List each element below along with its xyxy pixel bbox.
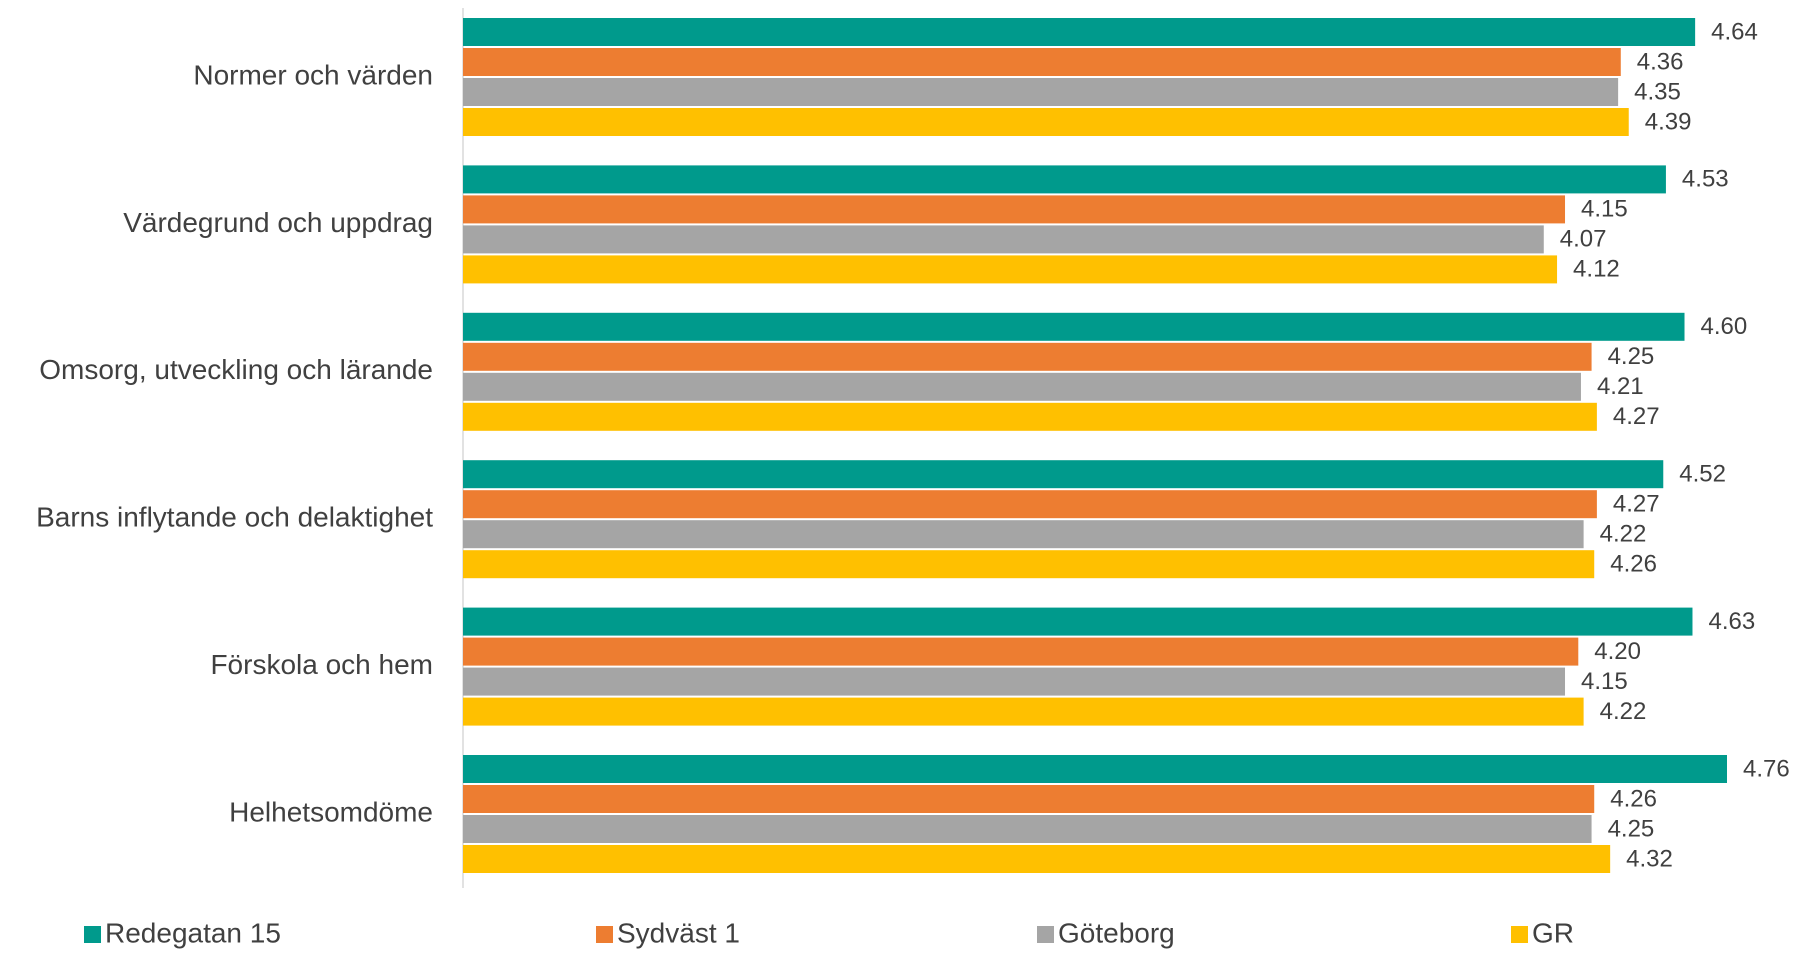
- data-label-gr-vardegrund-och-uppdrag: 4.12: [1573, 256, 1620, 283]
- category-label-forskola-och-hem: Förskola och hem: [210, 649, 433, 680]
- data-label-sydvast-1-helhetsomdome: 4.26: [1610, 785, 1657, 812]
- data-label-redegatan-15-helhetsomdome: 4.76: [1743, 755, 1790, 782]
- bar-gr-omsorg-utveckling-och-larande: [463, 402, 1597, 431]
- legend-label-gr: GR: [1532, 917, 1574, 948]
- bar-sydvast-1-omsorg-utveckling-och-larande: [463, 342, 1592, 371]
- data-label-redegatan-15-omsorg-utveckling-och-larande: 4.60: [1701, 313, 1748, 340]
- data-label-goteborg-helhetsomdome: 4.25: [1608, 815, 1655, 842]
- data-label-sydvast-1-normer-och-varden: 4.36: [1637, 48, 1684, 75]
- bar-goteborg-normer-och-varden: [463, 78, 1619, 106]
- data-label-redegatan-15-normer-och-varden: 4.64: [1711, 18, 1758, 45]
- bar-sydvast-1-helhetsomdome: [463, 785, 1595, 813]
- bar-sydvast-1-normer-och-varden: [463, 48, 1621, 76]
- data-label-sydvast-1-forskola-och-hem: 4.20: [1594, 638, 1641, 665]
- category-label-normer-och-varden: Normer och värden: [193, 59, 433, 90]
- bar-goteborg-forskola-och-hem: [463, 667, 1566, 696]
- bar-gr-vardegrund-och-uppdrag: [463, 255, 1558, 284]
- legend-swatch-redegatan-15: [84, 926, 101, 943]
- legend-label-sydvast-1: Sydväst 1: [617, 917, 740, 948]
- bar-gr-forskola-och-hem: [463, 697, 1584, 726]
- data-label-redegatan-15-forskola-och-hem: 4.63: [1708, 608, 1755, 635]
- bar-redegatan-15-forskola-och-hem: [463, 607, 1693, 636]
- data-label-gr-normer-och-varden: 4.39: [1645, 108, 1692, 135]
- bar-goteborg-helhetsomdome: [463, 815, 1592, 843]
- legend: Redegatan 15 Sydväst 1 Göteborg GR: [84, 917, 1574, 948]
- category-label-helhetsomdome: Helhetsomdöme: [229, 796, 433, 827]
- legend-swatch-gr: [1511, 926, 1528, 943]
- bar-sydvast-1-barns-inflytande-och-delaktighet: [463, 490, 1597, 519]
- data-label-sydvast-1-barns-inflytande-och-delaktighet: 4.27: [1613, 491, 1660, 518]
- data-label-goteborg-vardegrund-och-uppdrag: 4.07: [1560, 226, 1607, 253]
- data-label-gr-omsorg-utveckling-och-larande: 4.27: [1613, 403, 1660, 430]
- bar-goteborg-barns-inflytande-och-delaktighet: [463, 520, 1584, 549]
- data-label-goteborg-forskola-och-hem: 4.15: [1581, 668, 1628, 695]
- bar-gr-normer-och-varden: [463, 108, 1629, 136]
- bars: [463, 18, 1727, 873]
- category-label-omsorg-utveckling-och-larande: Omsorg, utveckling och lärande: [39, 354, 433, 385]
- data-label-redegatan-15-barns-inflytande-och-delaktighet: 4.52: [1679, 461, 1726, 488]
- bar-redegatan-15-omsorg-utveckling-och-larande: [463, 312, 1685, 341]
- bar-redegatan-15-vardegrund-och-uppdrag: [463, 165, 1666, 194]
- data-label-goteborg-barns-inflytande-och-delaktighet: 4.22: [1600, 521, 1647, 548]
- legend-label-redegatan-15: Redegatan 15: [105, 917, 281, 948]
- data-label-goteborg-omsorg-utveckling-och-larande: 4.21: [1597, 373, 1644, 400]
- bar-sydvast-1-forskola-och-hem: [463, 637, 1579, 666]
- data-label-sydvast-1-omsorg-utveckling-och-larande: 4.25: [1608, 343, 1655, 370]
- data-label-sydvast-1-vardegrund-och-uppdrag: 4.15: [1581, 196, 1628, 223]
- legend-swatch-goteborg: [1037, 926, 1054, 943]
- data-labels: 4.64 4.36 4.35 4.39 4.53 4.15 4.07 4.12 4.60 4.25…: [1560, 18, 1790, 872]
- bar-goteborg-omsorg-utveckling-och-larande: [463, 372, 1581, 401]
- legend-label-goteborg: Göteborg: [1058, 917, 1175, 948]
- bar-goteborg-vardegrund-och-uppdrag: [463, 225, 1544, 254]
- bar-redegatan-15-barns-inflytande-och-delaktighet: [463, 460, 1664, 489]
- bar-redegatan-15-helhetsomdome: [463, 755, 1727, 783]
- bar-gr-barns-inflytande-och-delaktighet: [463, 550, 1595, 579]
- category-labels: Normer och värden Värdegrund och uppdrag O…: [36, 59, 433, 827]
- bar-sydvast-1-vardegrund-och-uppdrag: [463, 195, 1566, 224]
- data-label-gr-barns-inflytande-och-delaktighet: 4.26: [1610, 551, 1657, 578]
- category-label-barns-inflytande-och-delaktighet: Barns inflytande och delaktighet: [36, 502, 433, 533]
- data-label-gr-forskola-och-hem: 4.22: [1600, 698, 1647, 725]
- bar-gr-helhetsomdome: [463, 845, 1611, 873]
- category-label-vardegrund-och-uppdrag: Värdegrund och uppdrag: [123, 207, 433, 238]
- bar-redegatan-15-normer-och-varden: [463, 18, 1696, 46]
- legend-swatch-sydvast-1: [596, 926, 613, 943]
- data-label-goteborg-normer-och-varden: 4.35: [1634, 78, 1681, 105]
- data-label-redegatan-15-vardegrund-och-uppdrag: 4.53: [1682, 166, 1729, 193]
- data-label-gr-helhetsomdome: 4.32: [1626, 845, 1673, 872]
